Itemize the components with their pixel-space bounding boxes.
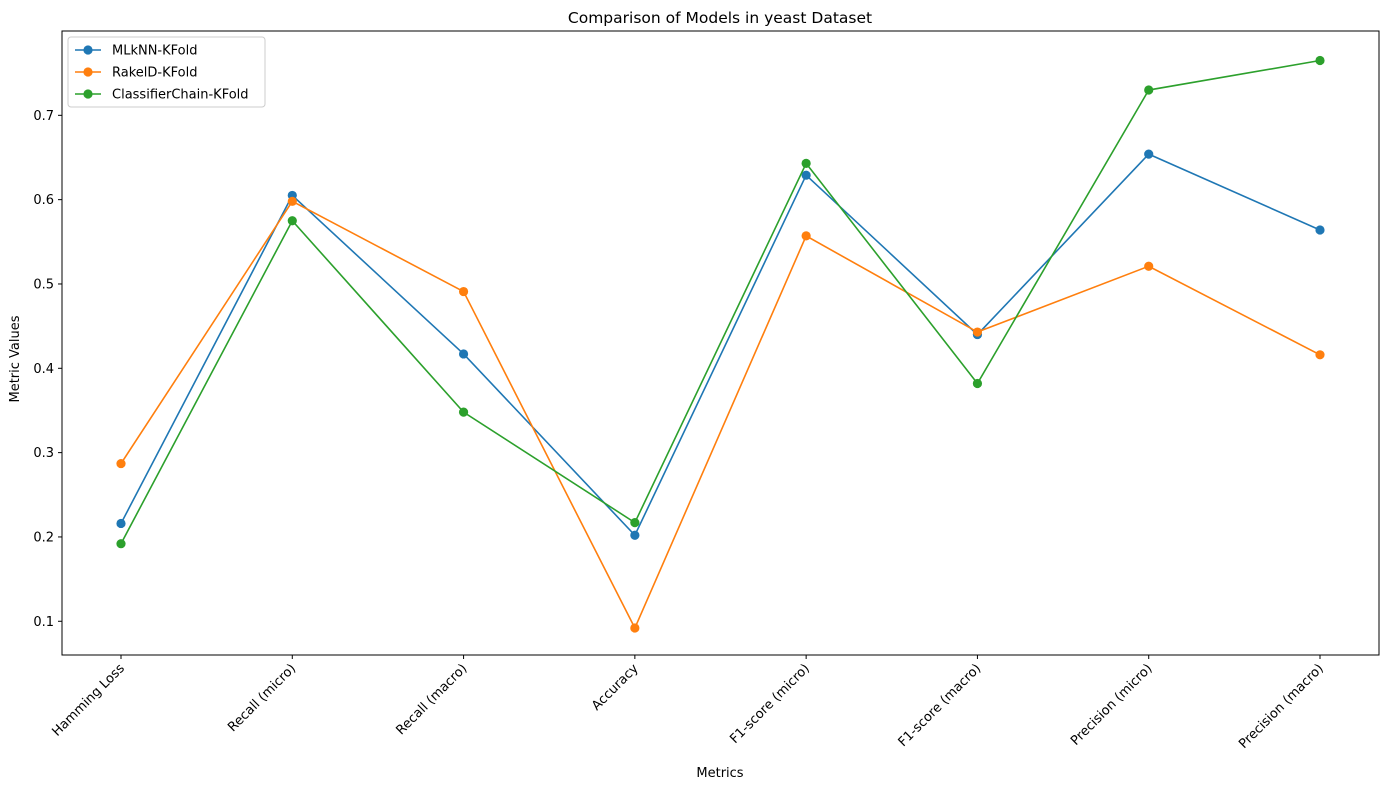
legend-marker [83, 67, 93, 77]
legend-box [67, 36, 266, 108]
x-tick-label: Precision (micro) [1068, 661, 1155, 748]
series-3 [116, 55, 1325, 549]
plot-area [61, 30, 1380, 656]
series-line [120, 153, 1321, 537]
series-1 [116, 149, 1325, 540]
legend-label: ClassifierChain-KFold [112, 88, 249, 103]
data-point [1144, 149, 1154, 159]
data-point [972, 378, 983, 389]
data-point [116, 518, 126, 529]
legend-item: MLkNN-KFold [75, 44, 197, 59]
data-point [1315, 225, 1325, 235]
y-tick-label: 0.3 [33, 446, 54, 461]
data-point [1144, 85, 1154, 95]
series-line [120, 59, 1321, 545]
x-tick-label: F1-score (micro) [727, 661, 813, 747]
data-point [630, 530, 640, 540]
data-point [458, 286, 469, 297]
x-tick-label: Recall (macro) [393, 661, 470, 738]
x-tick-label: Accuracy [589, 661, 642, 714]
legend-label: RakelD-KFold [112, 66, 197, 81]
data-point [287, 196, 297, 206]
series-2 [116, 196, 1325, 633]
legend-item: ClassifierChain-KFold [75, 88, 249, 103]
series-layer [116, 55, 1325, 633]
data-point [116, 539, 126, 549]
y-tick-label: 0.2 [33, 530, 54, 545]
legend-marker [83, 45, 93, 55]
y-tick-label: 0.6 [33, 193, 54, 208]
data-point [1315, 55, 1325, 66]
legend-item: RakelD-KFold [75, 66, 197, 81]
y-tick-label: 0.1 [33, 615, 54, 630]
legend: MLkNN-KFold RakelD-KFold ClassifierChain-K… [67, 36, 266, 108]
data-point [116, 458, 126, 469]
y-axis: 0.1 0.2 0.3 0.4 0.5 0.6 0.7 [33, 109, 62, 630]
x-tick-label: Recall (micro) [225, 661, 299, 735]
x-tick-label: Precision (macro) [1236, 661, 1327, 752]
data-point [801, 158, 811, 168]
chart-title: Comparison of Models in yeast Dataset [568, 9, 872, 27]
data-point [630, 623, 640, 633]
data-point [287, 216, 297, 226]
data-point [630, 518, 640, 528]
plot-frame [61, 30, 1380, 656]
series-line [120, 200, 1321, 630]
y-tick-label: 0.7 [33, 109, 54, 124]
y-tick-label: 0.4 [33, 362, 54, 377]
data-point [458, 349, 469, 359]
data-point [458, 407, 469, 417]
x-tick-label: Hamming Loss [49, 661, 128, 740]
data-point [1144, 261, 1154, 271]
data-point [801, 170, 811, 180]
x-axis: Hamming Loss Recall (micro) Recall (macro)… [49, 655, 1327, 752]
x-tick-label: F1-score (macro) [896, 661, 985, 750]
legend-label: MLkNN-KFold [112, 44, 197, 59]
x-axis-label: Metrics [696, 766, 743, 781]
data-point [972, 327, 983, 337]
legend-marker [83, 89, 93, 99]
y-tick-label: 0.5 [33, 277, 54, 292]
data-point [801, 231, 811, 241]
y-axis-label: Metric Values [8, 315, 23, 402]
data-point [1315, 350, 1325, 360]
